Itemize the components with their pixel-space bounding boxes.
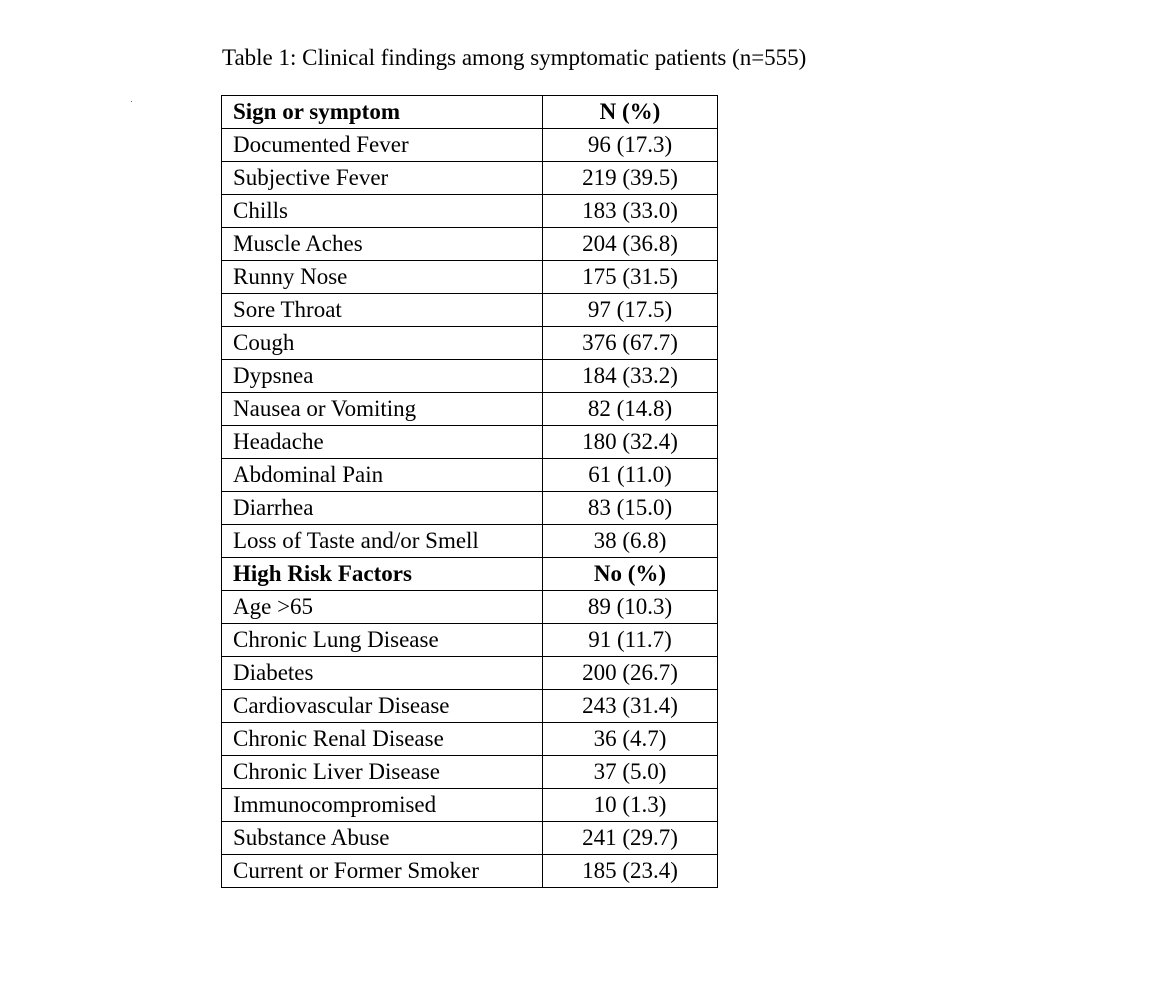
table-row: Dypsnea 184 (33.2) [221,359,718,393]
row-value: 96 (17.3) [542,128,718,162]
section-header-label: High Risk Factors [221,557,543,591]
row-value: 91 (11.7) [542,623,718,657]
row-value: 180 (32.4) [542,425,718,459]
table-row: Substance Abuse 241 (29.7) [221,821,718,855]
table-row: Documented Fever 96 (17.3) [221,128,718,162]
row-value: 219 (39.5) [542,161,718,195]
table-row: Headache 180 (32.4) [221,425,718,459]
table-row: Nausea or Vomiting 82 (14.8) [221,392,718,426]
table-row: Abdominal Pain 61 (11.0) [221,458,718,492]
row-value: 241 (29.7) [542,821,718,855]
row-label: Age >65 [221,590,543,624]
row-value: 38 (6.8) [542,524,718,558]
row-label: Sore Throat [221,293,543,327]
clinical-findings-table: Sign or symptom N (%) Documented Fever 96 (… [221,95,718,888]
row-label: Runny Nose [221,260,543,294]
row-value: 83 (15.0) [542,491,718,525]
row-value: 175 (31.5) [542,260,718,294]
row-label: Diarrhea [221,491,543,525]
section-header-label: Sign or symptom [221,95,543,129]
row-value: 243 (31.4) [542,689,718,723]
table-row: Muscle Aches 204 (36.8) [221,227,718,261]
table-row: Immunocompromised 10 (1.3) [221,788,718,822]
row-value: 89 (10.3) [542,590,718,624]
table-row: Chronic Liver Disease 37 (5.0) [221,755,718,789]
table-row: Diarrhea 83 (15.0) [221,491,718,525]
table-row: Chills 183 (33.0) [221,194,718,228]
row-label: Chronic Liver Disease [221,755,543,789]
row-value: 97 (17.5) [542,293,718,327]
section-header-value: No (%) [542,557,718,591]
table-row: Cardiovascular Disease 243 (31.4) [221,689,718,723]
row-label: Chills [221,194,543,228]
row-label: Abdominal Pain [221,458,543,492]
row-label: Immunocompromised [221,788,543,822]
table-row: Current or Former Smoker 185 (23.4) [221,854,718,888]
row-label: Diabetes [221,656,543,690]
table-row: Chronic Renal Disease 36 (4.7) [221,722,718,756]
row-label: Loss of Taste and/or Smell [221,524,543,558]
row-value: 204 (36.8) [542,227,718,261]
table-row: Age >65 89 (10.3) [221,590,718,624]
row-label: Chronic Lung Disease [221,623,543,657]
row-value: 200 (26.7) [542,656,718,690]
row-value: 10 (1.3) [542,788,718,822]
row-label: Nausea or Vomiting [221,392,543,426]
table-body: Sign or symptom N (%) Documented Fever 96 (… [221,95,718,888]
row-value: 376 (67.7) [542,326,718,360]
table-row: Runny Nose 175 (31.5) [221,260,718,294]
row-value: 36 (4.7) [542,722,718,756]
row-value: 184 (33.2) [542,359,718,393]
row-label: Documented Fever [221,128,543,162]
row-value: 82 (14.8) [542,392,718,426]
table-row: Chronic Lung Disease 91 (11.7) [221,623,718,657]
table-row: Subjective Fever 219 (39.5) [221,161,718,195]
stray-dot [131,101,132,102]
row-label: Cardiovascular Disease [221,689,543,723]
row-value: 61 (11.0) [542,458,718,492]
row-label: Cough [221,326,543,360]
section-header-row: High Risk Factors No (%) [221,557,718,591]
table-caption: Table 1: Clinical findings among symptom… [222,45,807,70]
table-row: Diabetes 200 (26.7) [221,656,718,690]
row-value: 185 (23.4) [542,854,718,888]
row-label: Headache [221,425,543,459]
table-row: Cough 376 (67.7) [221,326,718,360]
row-value: 37 (5.0) [542,755,718,789]
row-label: Muscle Aches [221,227,543,261]
row-label: Substance Abuse [221,821,543,855]
row-value: 183 (33.0) [542,194,718,228]
row-label: Current or Former Smoker [221,854,543,888]
table-row: Sore Throat 97 (17.5) [221,293,718,327]
table-row: Loss of Taste and/or Smell 38 (6.8) [221,524,718,558]
section-header-value: N (%) [542,95,718,129]
row-label: Chronic Renal Disease [221,722,543,756]
section-header-row: Sign or symptom N (%) [221,95,718,129]
row-label: Dypsnea [221,359,543,393]
row-label: Subjective Fever [221,161,543,195]
